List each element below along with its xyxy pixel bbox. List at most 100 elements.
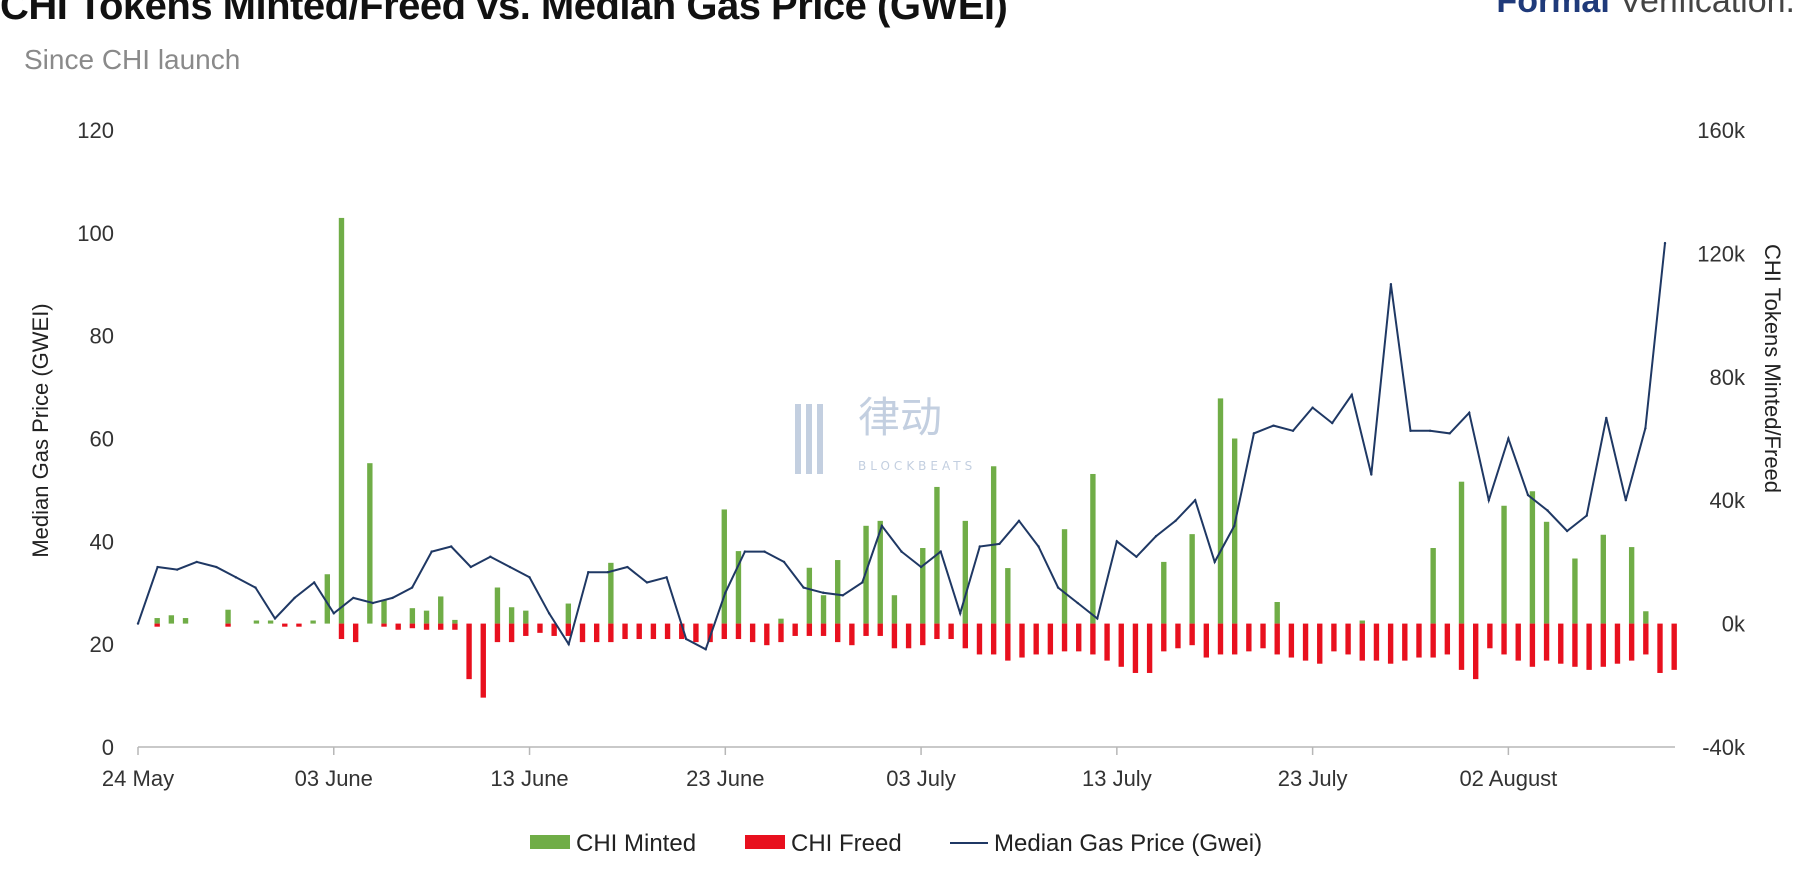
freed-bar <box>1586 623 1592 670</box>
minted-bar <box>1600 534 1606 624</box>
gas-price-point <box>900 550 903 553</box>
x-tick-label: 03 June <box>295 766 373 791</box>
freed-bar <box>820 623 827 636</box>
gas-price-point <box>782 560 786 564</box>
gas-price-point <box>293 596 296 600</box>
minted-bar <box>338 217 345 624</box>
x-tick-label: 13 June <box>490 766 568 791</box>
freed-bar <box>225 623 231 627</box>
gas-price-point <box>1546 509 1549 512</box>
gas-price-point <box>1272 424 1275 427</box>
freed-bar <box>806 623 813 636</box>
freed-bar <box>764 623 770 646</box>
minted-bar <box>1628 547 1635 624</box>
minted-bar <box>310 620 316 624</box>
minted-bar <box>1543 521 1550 624</box>
freed-bar <box>1132 623 1139 673</box>
y-left-tick-label: 0 <box>102 735 114 760</box>
gas-price-point <box>1663 241 1667 245</box>
freed-bar <box>1118 623 1124 667</box>
freed-bar <box>863 623 869 636</box>
gas-price-point <box>234 576 238 579</box>
gas-price-point <box>1585 514 1588 517</box>
gas-price-point <box>1487 499 1491 502</box>
freed-bar <box>1345 623 1351 655</box>
gas-price-point <box>156 565 159 569</box>
y-right-tick-label: 40k <box>1710 488 1746 513</box>
freed-bar <box>1317 623 1323 664</box>
minted-bar <box>1274 602 1280 624</box>
freed-bar <box>608 623 614 643</box>
freed-bar <box>579 623 586 643</box>
freed-bar <box>565 623 572 636</box>
gas-price-point <box>959 612 962 615</box>
freed-bar <box>1047 623 1054 655</box>
gas-price-point <box>1154 534 1158 538</box>
gas-price-points <box>136 241 1667 651</box>
minted-bar <box>508 607 515 624</box>
gas-price-point <box>1076 601 1079 605</box>
freed-bar <box>1387 623 1394 664</box>
chart-subtitle: Since CHI launch <box>24 44 241 75</box>
freed-bar <box>920 623 926 646</box>
freed-bar <box>1231 623 1238 655</box>
minted-bar <box>154 618 160 624</box>
freed-bar <box>934 623 940 640</box>
y-left-tick-label: 40 <box>90 529 114 554</box>
gas-price-point <box>371 601 375 605</box>
gas-price-point <box>1037 545 1040 548</box>
freed-bar <box>1501 623 1507 655</box>
freed-bar <box>679 623 685 640</box>
y-left-tick-label: 120 <box>77 118 114 143</box>
freed-bar <box>976 623 983 655</box>
minted-bar <box>253 620 260 624</box>
minted-bar <box>920 548 926 624</box>
gas-price-point <box>547 612 551 615</box>
gas-price-point <box>841 594 844 597</box>
x-tick-label: 02 August <box>1459 766 1557 791</box>
gas-price-point <box>567 642 570 646</box>
minted-bar <box>877 520 883 624</box>
gas-price-point <box>724 591 727 594</box>
freed-bar <box>1104 623 1110 661</box>
gas-price-point <box>391 596 394 600</box>
gas-price-point <box>410 586 414 589</box>
x-tick-label: 13 July <box>1082 766 1152 791</box>
brand-strong: Formal <box>1496 0 1610 20</box>
legend-freed-label: CHI Freed <box>791 830 902 857</box>
freed-bar <box>636 623 642 640</box>
freed-bar <box>1657 623 1663 673</box>
gas-price-point <box>626 565 629 569</box>
gas-price-point <box>469 565 473 569</box>
y-axis-left-title: Median Gas Price (GWEI) <box>28 303 53 557</box>
gas-price-point <box>1644 427 1647 430</box>
minted-bar <box>324 574 330 624</box>
minted-bar <box>1061 529 1068 624</box>
freed-bar <box>1189 623 1195 646</box>
minted-bar <box>494 587 501 624</box>
gas-price-point <box>1624 499 1628 502</box>
freed-bar <box>891 623 898 649</box>
gas-price-point <box>312 581 316 584</box>
gas-price-point <box>1389 283 1393 286</box>
freed-bar <box>1614 623 1621 664</box>
y-right-tick-label: 160k <box>1697 118 1746 143</box>
minted-bar <box>452 619 458 624</box>
y-left-tick-label: 80 <box>90 324 114 349</box>
gas-price-point <box>450 545 453 548</box>
y-axis-right: -40k 0k 40k 80k 120k 160k <box>1697 118 1746 760</box>
freed-bar <box>1359 623 1365 661</box>
gas-price-point <box>821 591 825 594</box>
gas-price-point <box>1311 406 1314 409</box>
freed-bar <box>523 623 529 636</box>
y-axis-left: 0 20 40 60 80 100 120 <box>77 118 114 760</box>
freed-bar <box>1600 623 1606 667</box>
gas-price-point <box>489 555 492 558</box>
minted-bar <box>778 618 784 624</box>
minted-bar <box>608 562 614 624</box>
freed-bar <box>650 623 657 640</box>
minted-bar <box>1458 481 1465 624</box>
x-tick-label: 24 May <box>102 766 174 791</box>
freed-bar <box>1203 623 1210 658</box>
minted-bar <box>423 610 430 624</box>
